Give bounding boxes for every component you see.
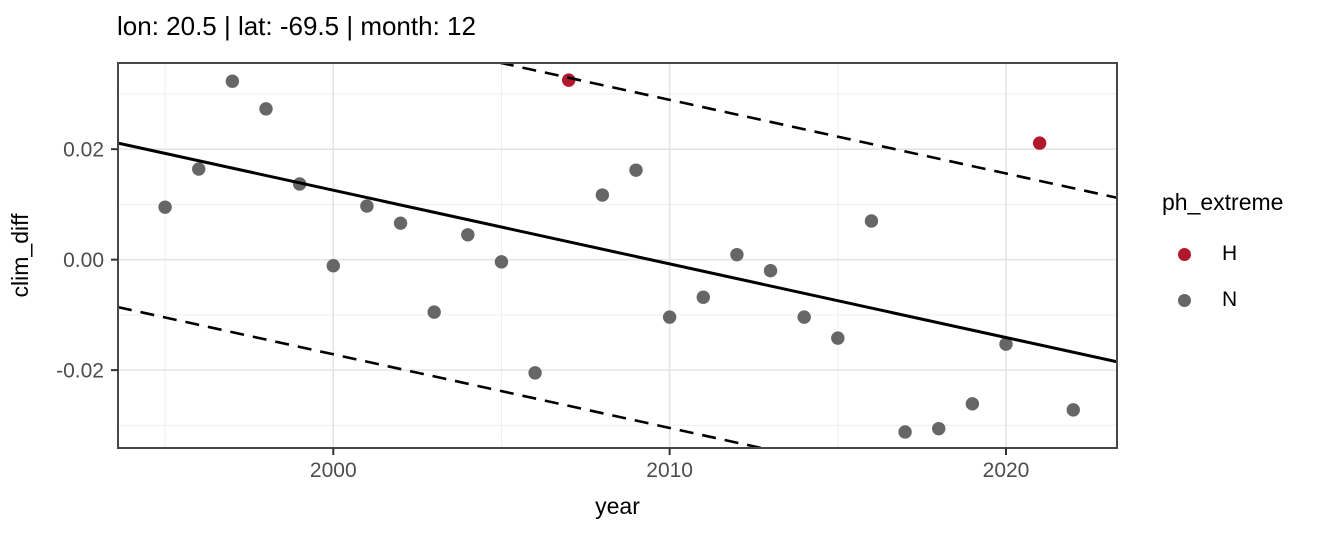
data-point-N bbox=[259, 102, 273, 116]
data-point-N bbox=[427, 305, 441, 319]
x-tick-label: 2020 bbox=[983, 459, 1030, 482]
legend-point-icon bbox=[1178, 293, 1191, 307]
trend-line bbox=[118, 141, 1117, 364]
data-point-N bbox=[965, 397, 980, 411]
legend-label: N bbox=[1222, 288, 1238, 311]
data-point-N bbox=[158, 200, 172, 214]
legend-label: H bbox=[1222, 242, 1238, 265]
y-tick-label: -0.02 bbox=[56, 360, 104, 383]
data-point-N bbox=[999, 337, 1013, 351]
data-point-N bbox=[192, 162, 206, 176]
data-point-N bbox=[730, 247, 744, 262]
legend-row-H: H bbox=[1157, 231, 1343, 277]
data-point-N bbox=[932, 421, 946, 436]
legend-row-N: N bbox=[1157, 277, 1343, 323]
y-axis-title: clim_diff bbox=[7, 213, 33, 298]
y-tick-label: 0.00 bbox=[63, 249, 104, 272]
data-point-N bbox=[831, 331, 845, 345]
interval-upper-line bbox=[495, 63, 1117, 200]
data-point-N bbox=[494, 255, 509, 269]
legend-title: ph_extreme bbox=[1162, 189, 1284, 215]
panel-border bbox=[117, 62, 1118, 449]
data-point-N bbox=[662, 310, 677, 324]
data-point-N bbox=[1066, 403, 1080, 417]
data-point-H bbox=[562, 73, 576, 87]
data-point-N bbox=[595, 188, 610, 202]
data-point-N bbox=[629, 163, 643, 177]
data-point-N bbox=[797, 310, 811, 324]
legend-point-icon bbox=[1178, 247, 1191, 261]
panel-background bbox=[118, 63, 1117, 448]
data-point-N bbox=[225, 74, 240, 88]
x-tick-label: 2000 bbox=[310, 459, 357, 482]
data-point-N bbox=[696, 290, 710, 304]
data-point-N bbox=[864, 214, 879, 228]
data-point-N bbox=[528, 366, 542, 380]
data-point-N bbox=[360, 199, 374, 213]
data-point-N bbox=[461, 228, 475, 242]
data-layer bbox=[118, 63, 1117, 448]
data-point-H bbox=[1032, 136, 1047, 150]
plot-title: lon: 20.5 | lat: -69.5 | month: 12 bbox=[117, 11, 476, 41]
y-tick-label: 0.02 bbox=[63, 139, 104, 162]
x-tick-label: 2010 bbox=[646, 459, 693, 482]
interval-lower-line bbox=[118, 305, 768, 448]
data-point-N bbox=[898, 425, 912, 439]
x-axis-title: year bbox=[595, 493, 640, 519]
data-point-N bbox=[393, 216, 408, 230]
data-point-N bbox=[763, 263, 778, 278]
data-point-N bbox=[326, 259, 340, 273]
